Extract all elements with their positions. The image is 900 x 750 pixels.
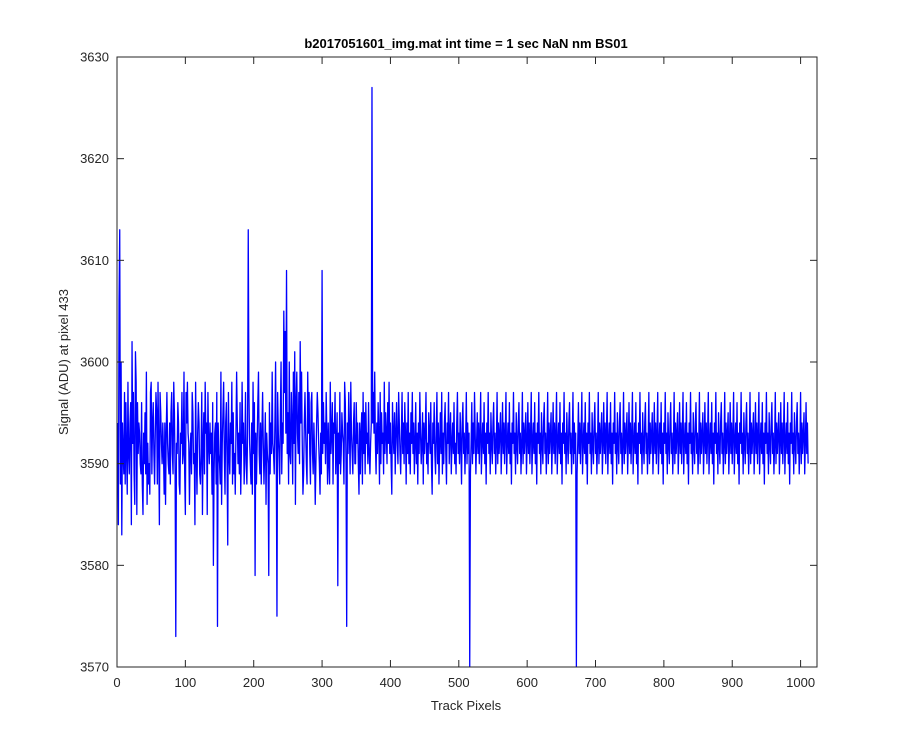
series-line-1 bbox=[117, 86, 809, 667]
y-tick-label: 3590 bbox=[80, 456, 109, 471]
x-tick-label: 500 bbox=[448, 675, 470, 690]
plot-area bbox=[117, 57, 817, 667]
y-tick-label: 3630 bbox=[80, 50, 109, 65]
x-tick-label: 100 bbox=[175, 675, 197, 690]
x-tick-label: 600 bbox=[516, 675, 538, 690]
chart-title: b2017051601_img.mat int time = 1 sec NaN… bbox=[304, 36, 627, 51]
x-axis-label: Track Pixels bbox=[431, 698, 502, 713]
y-tick-label: 3570 bbox=[80, 660, 109, 675]
y-tick-label: 3580 bbox=[80, 558, 109, 573]
y-axis-label: Signal (ADU) at pixel 433 bbox=[56, 289, 71, 435]
y-axis: 3570 3580 3590 3600 3610 3620 3630 bbox=[80, 50, 817, 675]
x-tick-label: 200 bbox=[243, 675, 265, 690]
x-tick-label: 1000 bbox=[786, 675, 815, 690]
x-tick-label: 900 bbox=[721, 675, 743, 690]
y-tick-label: 3620 bbox=[80, 151, 109, 166]
x-axis: 0 100 200 300 400 500 600 700 800 900 1000 bbox=[113, 57, 815, 690]
series-layer bbox=[117, 86, 809, 667]
x-tick-label: 700 bbox=[585, 675, 607, 690]
x-tick-label: 400 bbox=[380, 675, 402, 690]
x-tick-label: 0 bbox=[113, 675, 120, 690]
y-tick-label: 3610 bbox=[80, 253, 109, 268]
x-tick-label: 300 bbox=[311, 675, 333, 690]
y-tick-label: 3600 bbox=[80, 355, 109, 370]
x-tick-label: 800 bbox=[653, 675, 675, 690]
